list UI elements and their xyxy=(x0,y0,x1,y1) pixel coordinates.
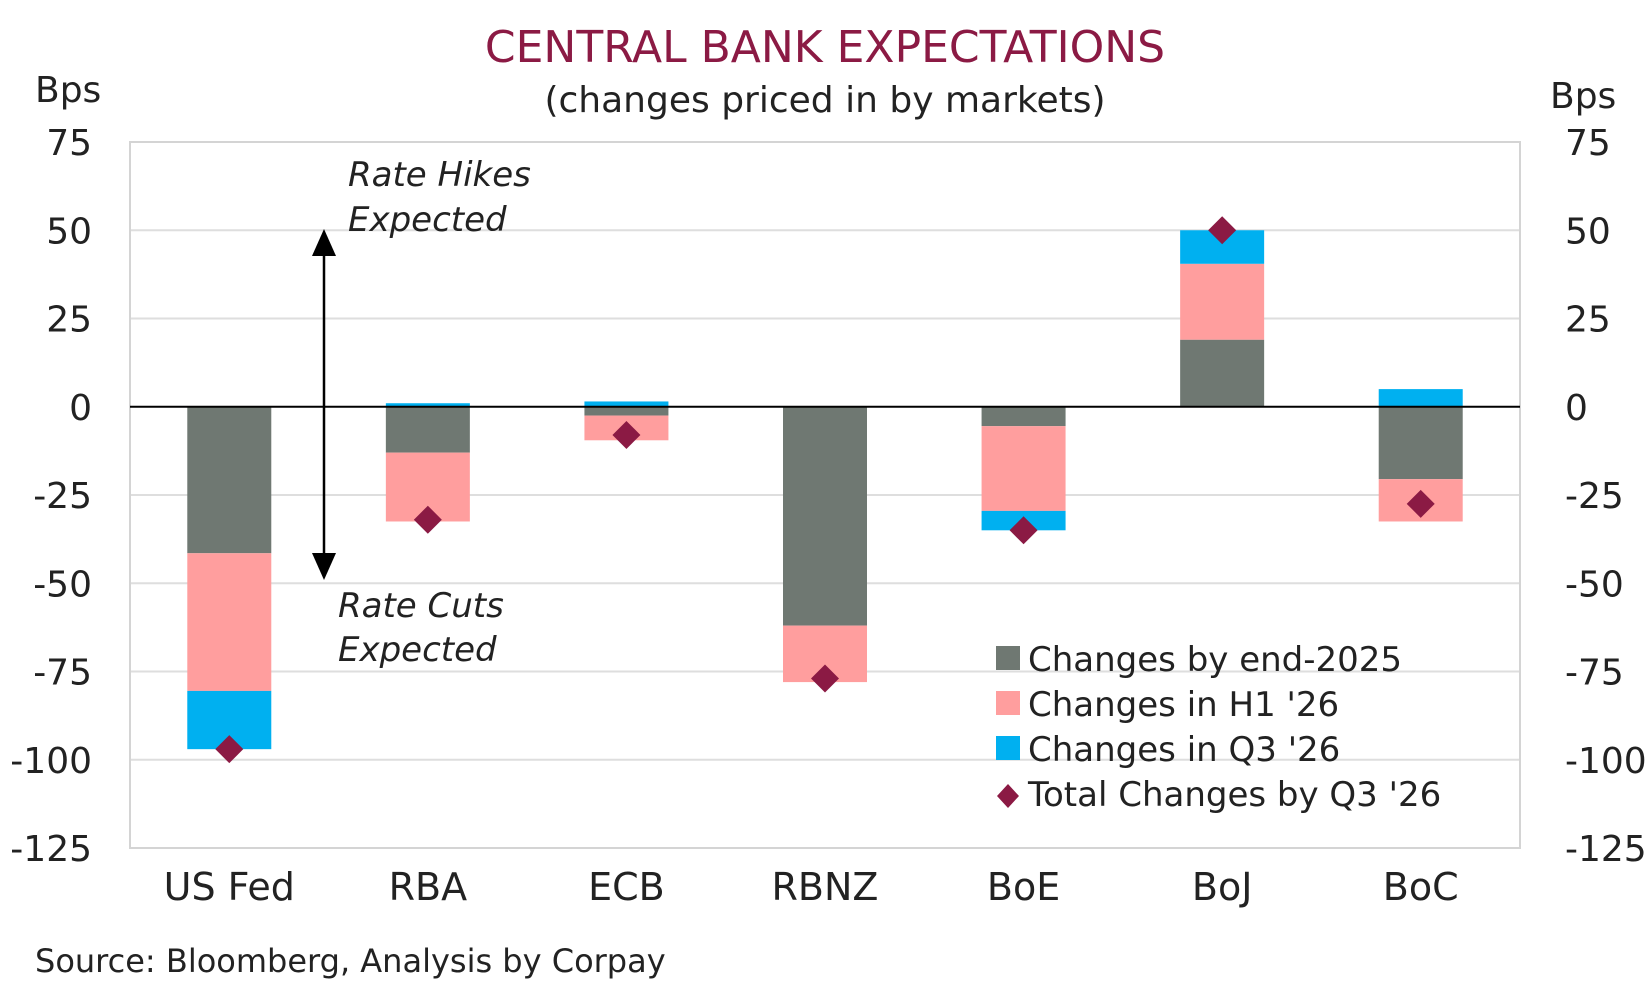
y-tick-left: 0 xyxy=(69,388,92,429)
legend-swatch-h1-26 xyxy=(996,691,1020,715)
legend-label-end-2025: Changes by end-2025 xyxy=(1028,640,1402,680)
legend-label-h1-26: Changes in H1 '26 xyxy=(1028,685,1339,725)
x-category-label: RBA xyxy=(389,865,467,909)
x-axis-categories: US Fed RBA ECB RBNZ BoE BoJ BoC xyxy=(164,865,1459,909)
annotation-cuts-line1: Rate Cuts xyxy=(338,586,504,626)
y-tick-right: -100 xyxy=(1565,741,1647,782)
total-marker xyxy=(413,505,442,534)
legend-label-q3-26: Changes in Q3 '26 xyxy=(1028,730,1340,770)
y-axis-ticks: 75 75 50 50 25 25 0 0 -25 -25 -50 -50 -75 -75 -100 -100… xyxy=(10,123,1646,870)
legend-swatch-q3-26 xyxy=(996,736,1020,760)
annotation-hikes-line1: Rate Hikes xyxy=(348,155,531,195)
total-marker xyxy=(811,664,839,693)
bar-segment-1 xyxy=(1180,263,1265,340)
legend-swatch-end-2025 xyxy=(996,646,1020,670)
bar-segment-0 xyxy=(385,406,470,453)
y-tick-left: -25 xyxy=(33,476,92,517)
legend: Changes by end-2025 Changes in H1 '26 Ch… xyxy=(996,640,1441,815)
bar-segment-1 xyxy=(187,553,272,691)
bar-segment-0 xyxy=(783,406,867,626)
chart-subtitle: (changes priced in by markets) xyxy=(544,80,1105,121)
y-tick-left: -125 xyxy=(10,829,92,870)
total-marker xyxy=(215,735,244,764)
bar-segment-2 xyxy=(584,401,669,407)
total-marker xyxy=(1406,489,1435,518)
bar-segment-0 xyxy=(1378,406,1463,480)
y-tick-right: -75 xyxy=(1565,653,1624,694)
x-category-label: ECB xyxy=(588,865,665,909)
total-markers xyxy=(215,216,1435,764)
annotation-hikes-line2: Expected xyxy=(348,200,507,240)
total-marker xyxy=(1009,516,1038,545)
bar-segment-0 xyxy=(1180,339,1265,407)
legend-diamond-icon xyxy=(997,784,1019,808)
bar-segment-2 xyxy=(1378,389,1463,407)
x-category-label: BoC xyxy=(1383,865,1459,909)
x-category-label: BoJ xyxy=(1192,865,1253,909)
bars xyxy=(187,230,1463,750)
arrow-up-icon xyxy=(312,229,336,256)
y-tick-right: 50 xyxy=(1565,211,1611,252)
y-tick-left: 50 xyxy=(46,211,92,252)
y-tick-right: 25 xyxy=(1565,300,1611,341)
x-category-label: RBNZ xyxy=(772,865,879,909)
x-category-label: BoE xyxy=(987,865,1060,909)
bar-segment-0 xyxy=(981,406,1066,427)
y-tick-right: 0 xyxy=(1565,388,1588,429)
rate-direction-arrow xyxy=(312,229,336,580)
source-note: Source: Bloomberg, Analysis by Corpay xyxy=(35,942,666,980)
y-tick-left: -75 xyxy=(33,653,92,694)
y-tick-left: 25 xyxy=(46,300,92,341)
total-marker xyxy=(1208,216,1237,245)
y-tick-left: 75 xyxy=(46,123,92,164)
bar-segment-1 xyxy=(981,426,1066,511)
y-axis-left-unit: Bps xyxy=(35,70,101,111)
bar-segment-2 xyxy=(385,403,470,407)
y-tick-right: -25 xyxy=(1565,476,1624,517)
total-marker xyxy=(612,420,641,449)
x-category-label: US Fed xyxy=(164,865,295,909)
y-tick-left: -50 xyxy=(33,564,92,605)
y-tick-left: -100 xyxy=(10,741,92,782)
plot-frame xyxy=(129,141,1521,849)
y-tick-right: -125 xyxy=(1565,829,1647,870)
annotation-cuts-line2: Expected xyxy=(338,630,497,670)
legend-label-total: Total Changes by Q3 '26 xyxy=(1027,775,1441,815)
y-tick-right: 75 xyxy=(1565,123,1611,164)
arrow-down-icon xyxy=(312,553,336,580)
bar-segment-0 xyxy=(187,406,272,554)
bar-segment-0 xyxy=(584,406,669,416)
y-axis-right-unit: Bps xyxy=(1550,76,1616,117)
chart-title: CENTRAL BANK EXPECTATIONS xyxy=(485,22,1165,73)
y-tick-right: -50 xyxy=(1565,564,1624,605)
